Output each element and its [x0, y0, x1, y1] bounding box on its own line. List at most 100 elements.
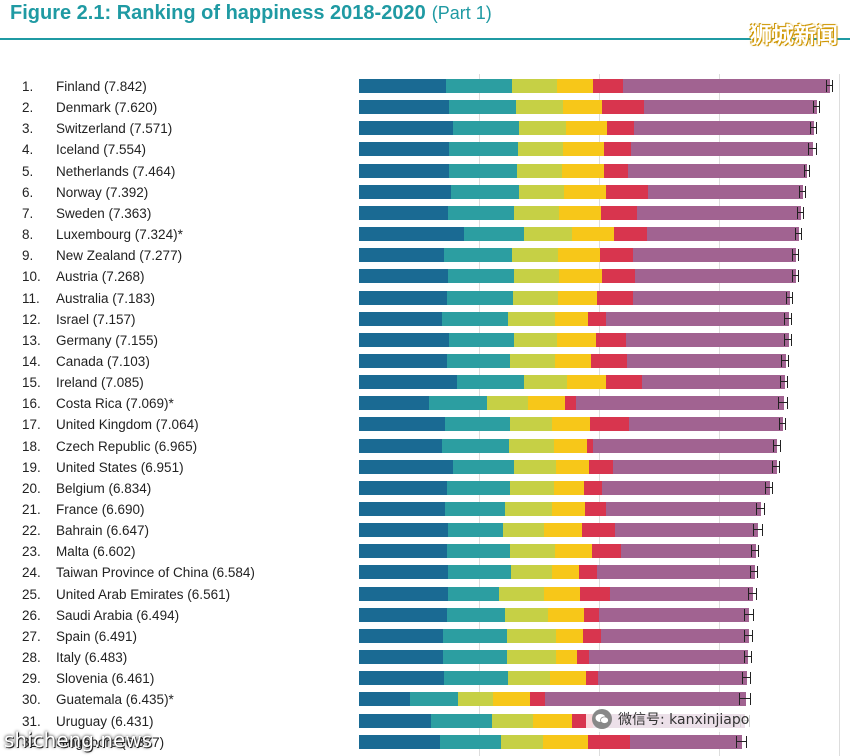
country-label: United States (6.951) [56, 459, 184, 475]
bar-segment-6 [630, 734, 743, 749]
rank-label: 27. [22, 628, 41, 644]
country-row: 28. Italy (6.483) [0, 647, 850, 668]
bar-segment-2 [446, 480, 511, 495]
bar-segment-1 [359, 184, 452, 199]
rank-label: 3. [22, 121, 34, 137]
score-bar [359, 79, 830, 93]
confidence-interval [742, 672, 751, 685]
country-row: 15. Ireland (7.085) [0, 372, 850, 393]
bar-segment-4 [544, 586, 581, 601]
bar-segment-4 [552, 565, 580, 580]
confidence-interval [803, 164, 811, 177]
bar-segment-5 [587, 311, 607, 326]
confidence-interval [750, 566, 758, 579]
score-bar [359, 311, 789, 326]
country-label: Ireland (7.085) [56, 375, 144, 391]
bar-segment-2 [441, 311, 509, 326]
rank-label: 29. [22, 671, 41, 687]
rank-label: 16. [22, 396, 41, 412]
bar-segment-5 [601, 269, 636, 284]
rank-label: 20. [22, 480, 41, 496]
country-label: Netherlands (7.464) [56, 163, 176, 179]
country-row: 18. Czech Republic (6.965) [0, 436, 850, 457]
country-row: 9. New Zealand (7.277) [0, 245, 850, 266]
bar-segment-1 [359, 79, 447, 93]
bar-segment-3 [513, 332, 558, 347]
bar-segment-6 [598, 607, 750, 622]
country-row: 14. Canada (7.103) [0, 351, 850, 372]
country-label: Italy (6.483) [56, 650, 128, 666]
bar-segment-6 [592, 438, 778, 453]
bar-segment-3 [523, 375, 568, 390]
country-label: Austria (7.268) [56, 269, 145, 285]
rank-label: 15. [22, 375, 41, 391]
rank-label: 13. [22, 332, 41, 348]
bar-segment-6 [601, 480, 770, 495]
bar-segment-5 [600, 205, 638, 220]
score-bar [359, 459, 777, 474]
bar-segment-4 [549, 671, 587, 686]
country-label: New Zealand (7.277) [56, 248, 183, 264]
bar-segment-5 [596, 332, 627, 347]
bar-segment-6 [621, 544, 756, 559]
rank-label: 24. [22, 565, 41, 581]
bar-segment-6 [647, 227, 799, 242]
bar-segment-4 [492, 692, 531, 707]
bar-segment-2 [444, 671, 509, 686]
rank-label: 2. [22, 100, 34, 116]
bar-segment-3 [511, 565, 553, 580]
bar-segment-6 [597, 565, 755, 580]
bar-segment-3 [511, 248, 559, 263]
rank-label: 25. [22, 586, 41, 602]
confidence-interval [778, 397, 788, 410]
country-row: 17. United Kingdom (7.064) [0, 414, 850, 435]
country-row: 20. Belgium (6.834) [0, 478, 850, 499]
bar-segment-4 [563, 142, 605, 157]
bar-segment-6 [644, 100, 817, 115]
bar-segment-5 [589, 417, 630, 432]
bar-segment-2 [457, 375, 524, 390]
confidence-interval [779, 418, 787, 431]
score-bar [359, 544, 756, 559]
country-label: Uruguay (6.431) [56, 713, 154, 729]
bar-segment-5 [605, 184, 649, 199]
wechat-icon [592, 709, 612, 729]
bar-segment-2 [446, 353, 511, 368]
country-label: Spain (6.491) [56, 628, 138, 644]
country-label: Slovenia (6.461) [56, 671, 155, 687]
country-label: Canada (7.103) [56, 353, 150, 369]
bar-segment-5 [592, 544, 622, 559]
rank-label: 30. [22, 692, 41, 708]
bar-segment-6 [631, 142, 813, 157]
bar-segment-1 [359, 396, 430, 411]
confidence-interval [798, 185, 806, 198]
country-row: 30. Guatemala (6.435)* [0, 689, 850, 710]
bar-segment-6 [615, 523, 759, 538]
bar-segment-1 [359, 544, 448, 559]
score-bar [359, 502, 761, 516]
title-part: (Part 1) [431, 3, 492, 23]
bar-segment-1 [359, 269, 449, 284]
bar-segment-3 [519, 121, 567, 136]
bar-segment-1 [359, 248, 445, 263]
score-bar [359, 184, 803, 199]
country-label: Costa Rica (7.069)* [56, 396, 174, 412]
country-row: 32. Singapore (6.377) [0, 732, 850, 753]
bar-segment-2 [449, 142, 519, 157]
country-label: Germany (7.155) [56, 332, 159, 348]
bar-segment-4 [558, 269, 603, 284]
country-label: Saudi Arabia (6.494) [56, 607, 180, 623]
bar-segment-3 [510, 417, 553, 432]
confidence-interval [743, 608, 754, 621]
rank-label: 1. [22, 79, 34, 94]
country-row: 26. Saudi Arabia (6.494) [0, 605, 850, 626]
bar-segment-2 [449, 332, 515, 347]
bar-segment-3 [517, 163, 563, 178]
bar-segment-5 [604, 142, 632, 157]
confidence-interval [807, 143, 817, 156]
bar-segment-1 [359, 163, 450, 178]
country-label: Guatemala (6.435)* [56, 692, 174, 708]
bar-segment-5 [593, 79, 624, 93]
country-label: Norway (7.392) [56, 184, 149, 200]
bar-segment-5 [586, 438, 594, 453]
